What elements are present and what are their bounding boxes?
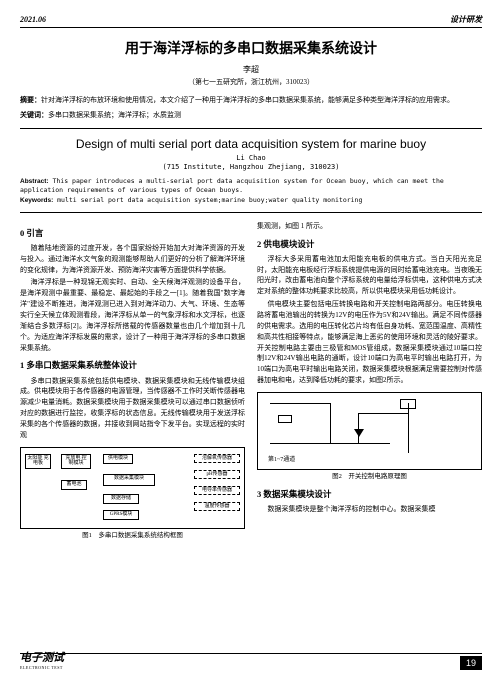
section-label: 设计研发 [450, 14, 482, 25]
keywords-cn-text: 多串口数据采集系统；海洋浮标；水质监测 [48, 111, 181, 119]
author-cn: 李超 [20, 64, 482, 75]
sec2-p2: 供电模块主要包括电压转换电路和开关控制电路两部分。电压转换电路将蓄电池输出的转换… [257, 299, 482, 386]
figure-1-caption: 图1 多串口数据采集系统结构框图 [20, 531, 245, 541]
header-rule [20, 27, 482, 28]
en-block: Design of multi serial port data acquisi… [20, 128, 482, 213]
keywords-en-label: Keywords: [20, 197, 53, 204]
abstract-cn-text: 针对海洋浮标的布放环境和使用情况，本文介绍了一种用于海洋浮标的多串口数据采集系统… [41, 96, 454, 104]
sec0-p2: 海洋浮标是一种现锦无观实时、自动、全天候海洋观测的设备平台，是海洋观测中最重要、… [20, 277, 245, 353]
fig1-power: 供电模块 [103, 454, 133, 464]
footer-logo: 电子测试 [20, 649, 64, 665]
abstract-en-text: This paper introduces a multi-serial por… [20, 177, 444, 195]
fig1-charge: 充放电 控制模块 [61, 454, 91, 469]
fig2-transistor-icon [354, 429, 364, 437]
sec1-cont: 集观测，如图 1 所示。 [257, 221, 482, 232]
fig1-gprs: GPRS模块 [103, 510, 139, 520]
sec1-p1: 多串口数据采集系统包括供电模块、数据采集模块和无线传输模块组成。供电模块用于各传… [20, 376, 245, 441]
issue-date: 2021.06 [20, 15, 46, 24]
author-en: Li Chao [20, 154, 482, 162]
sec0-head: 0 引言 [20, 227, 245, 240]
fig1-batt: 蓄电池 [61, 480, 87, 490]
keywords-cn: 关键词：多串口数据采集系统；海洋浮标；水质监测 [20, 110, 482, 120]
fig1-sens3: 温度传感器 [194, 502, 240, 512]
abstract-en-label: Abstract: [20, 178, 49, 185]
fig2-ch-label: 第1~7通道 [268, 456, 295, 465]
sec2-head: 2 供电模块设计 [257, 238, 482, 251]
figure-1: 太阳能 充电板 充放电 控制模块 蓄电池 供电模块 数据采集模块 数据存储 GP… [20, 447, 245, 529]
sec1-head: 1 多串口数据采集系统整体设计 [20, 359, 245, 372]
fig1-sens0: 溶解氧传感器 [194, 454, 240, 464]
sec2-p1: 浮标大多采用蓄电池加太阳能充电板的供电方式。当白天阳光充足时，太阳能充电板经行浮… [257, 254, 482, 297]
fig1-sens1: pH传感器 [194, 470, 240, 480]
fig1-acq: 数据采集模块 [103, 474, 155, 486]
abstract-en: Abstract: This paper introduces a multi-… [20, 177, 482, 206]
fig1-sens2: 电导率传感器 [194, 486, 240, 496]
sec3-head: 3 数据采集模块设计 [257, 488, 482, 501]
fig2-r [278, 415, 292, 423]
fig1-store: 数据存储 [103, 494, 139, 504]
figure-2: 第1~7通道 [257, 392, 482, 470]
right-column: 集观测，如图 1 所示。 2 供电模块设计 浮标大多采用蓄电池加太阳能充电板的供… [257, 221, 482, 545]
left-column: 0 引言 随着陆地资源的过度开发，各个国家纷纷开始加大对海洋资源的开发与投入。通… [20, 221, 245, 545]
page-number: 19 [460, 656, 482, 670]
footer-logo-block: 电子测试 ELECTRONIC TEST [20, 649, 64, 670]
affil-en: (715 Institute, Hangzhou Zhejiang, 31002… [20, 163, 482, 171]
keywords-cn-label: 关键词： [20, 111, 48, 119]
sec0-p1: 随着陆地资源的过度开发，各个国家纷纷开始加大对海洋资源的开发与投入。通过海洋水文… [20, 243, 245, 276]
sec3-p1: 数据采集模块是整个海洋浮标的控制中心。数据采集模 [257, 504, 482, 515]
fig2-mos [400, 399, 416, 409]
fig1-solar: 太阳能 充电板 [25, 454, 51, 469]
footer-logo-sub: ELECTRONIC TEST [20, 665, 64, 670]
keywords-en-text: multi serial port data acquisition syste… [53, 196, 362, 204]
abstract-cn-label: 摘要： [20, 96, 41, 104]
affil-cn: （第七一五研究所，浙江杭州，310023） [20, 77, 482, 87]
abstract-cn: 摘要：针对海洋浮标的布放环境和使用情况，本文介绍了一种用于海洋浮标的多串口数据采… [20, 95, 482, 106]
title-cn: 用于海洋浮标的多串口数据采集系统设计 [20, 38, 482, 58]
title-en: Design of multi serial port data acquisi… [20, 137, 482, 151]
figure-2-caption: 图2 开关控制电路原理图 [257, 472, 482, 482]
